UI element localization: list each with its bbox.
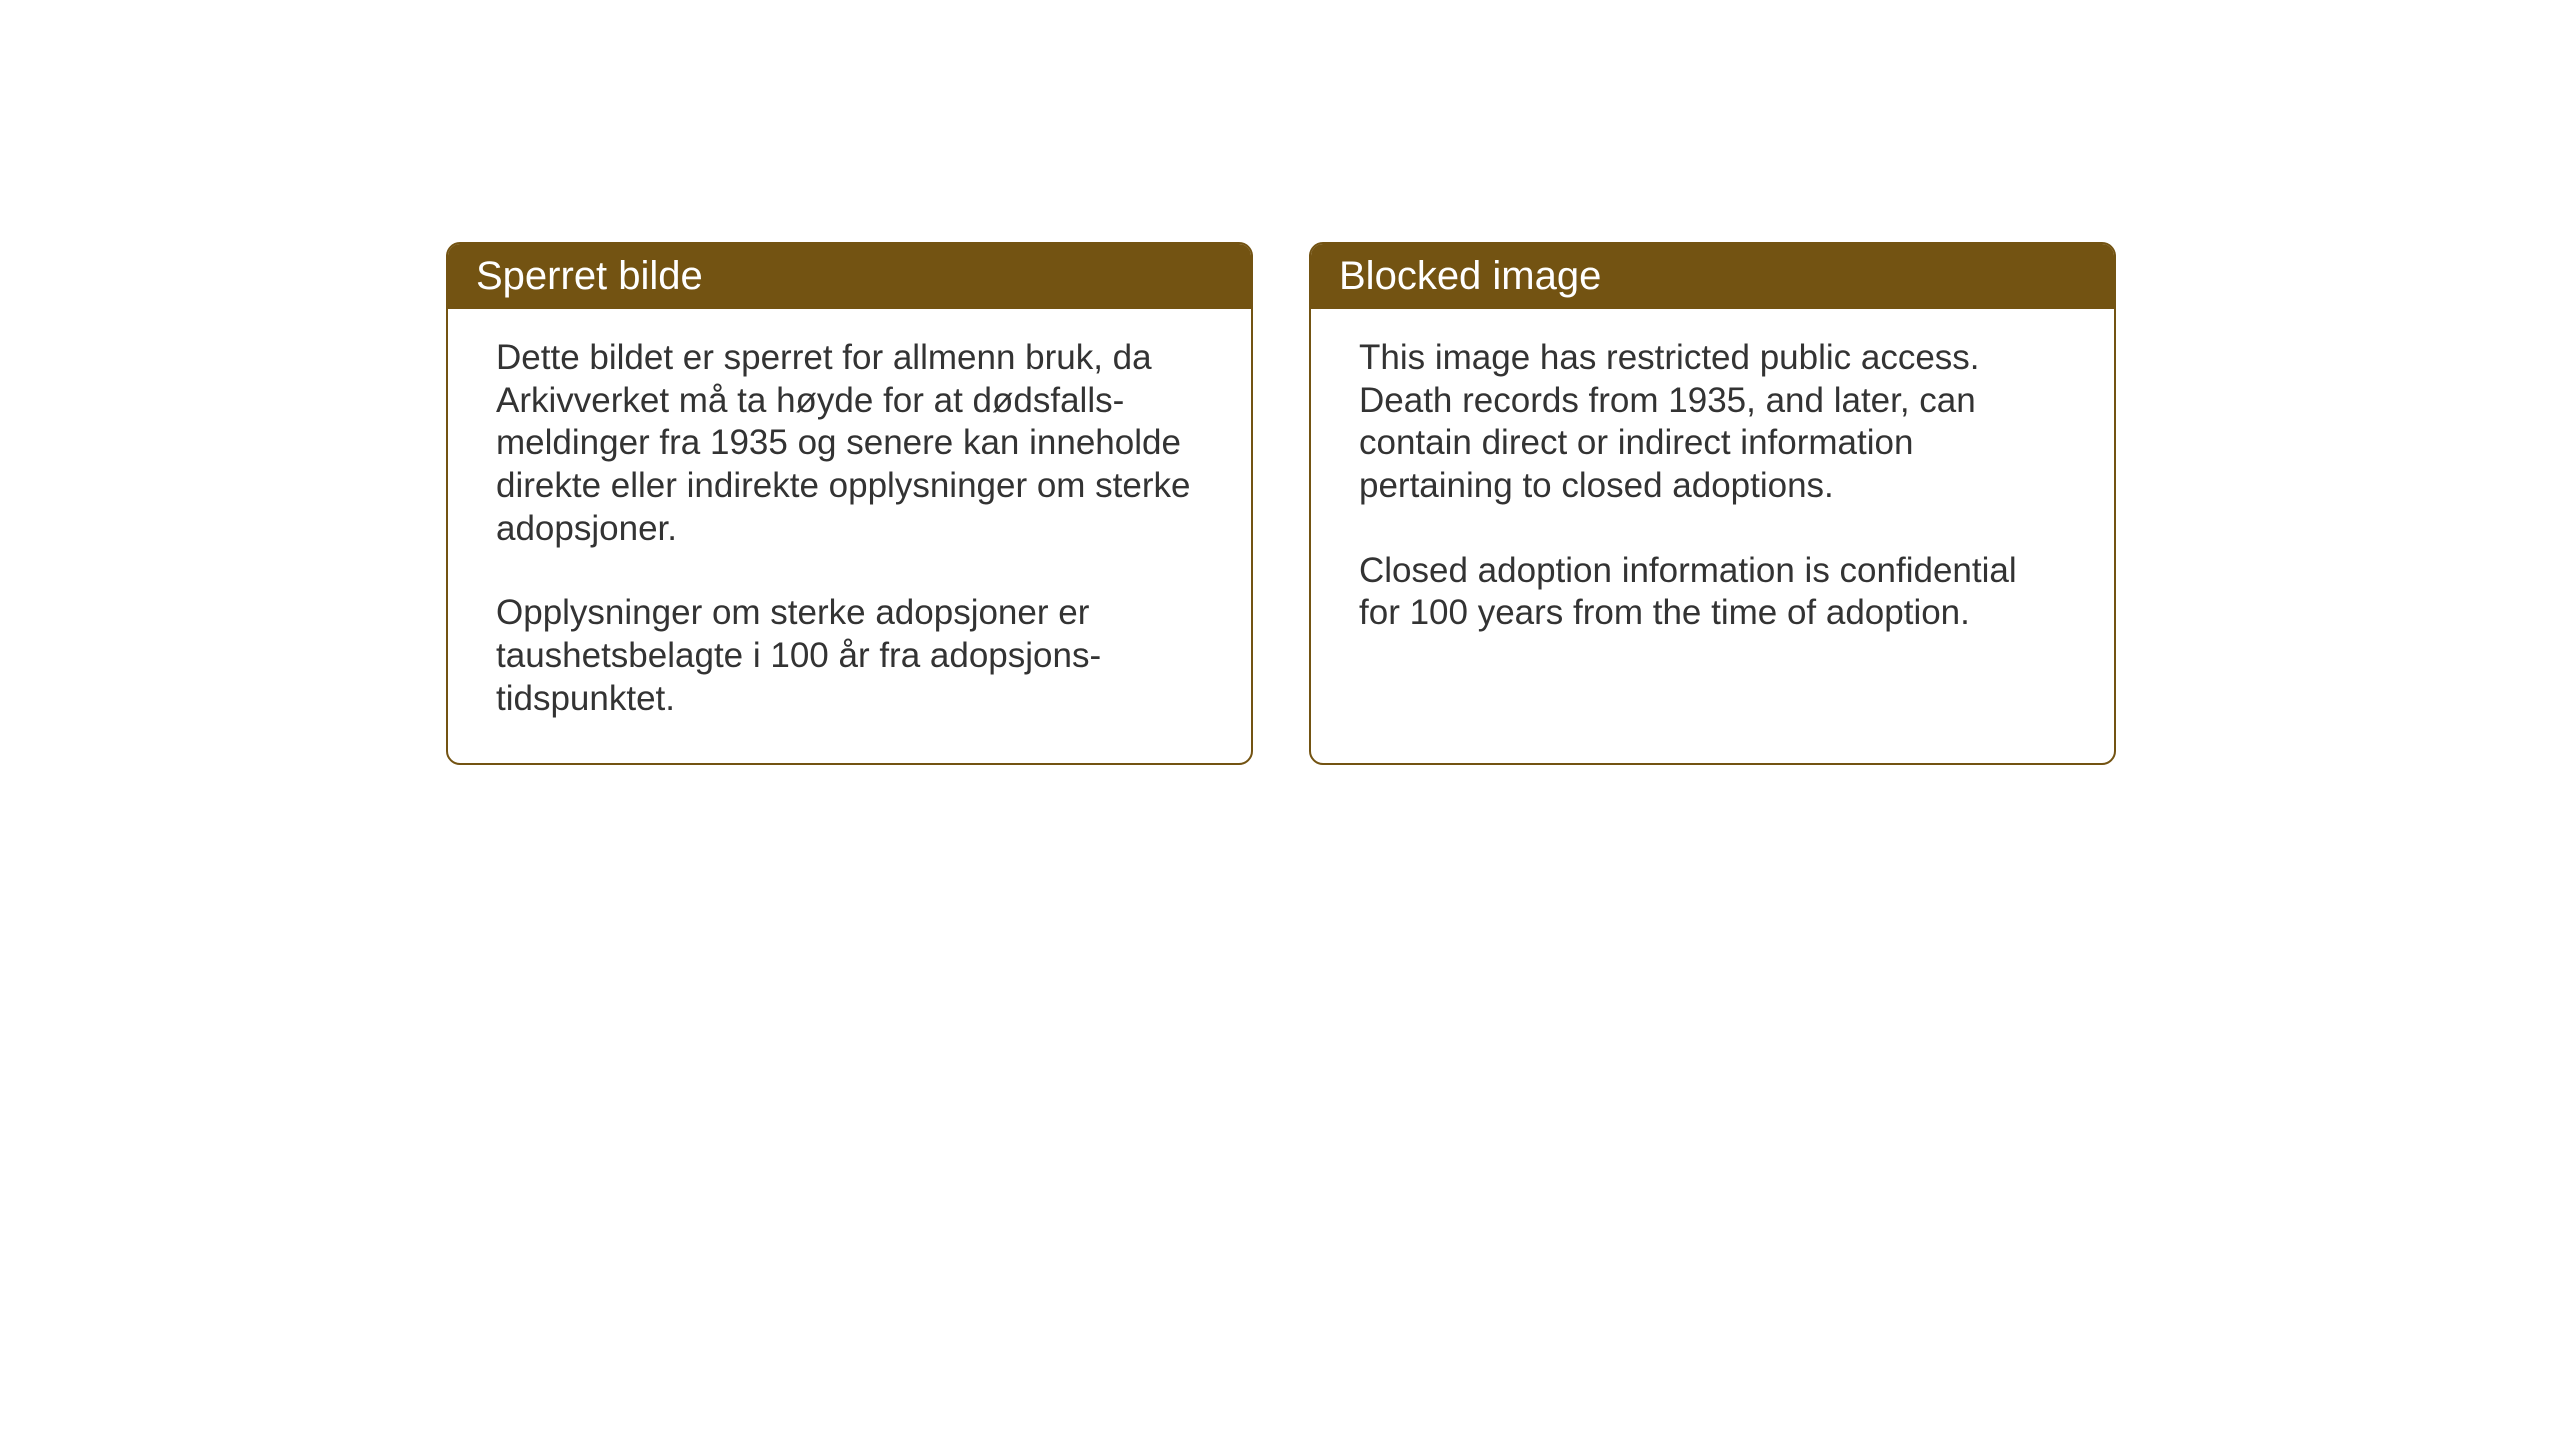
notice-paragraph: Opplysninger om sterke adopsjoner er tau…: [496, 592, 1203, 720]
notice-header-english: Blocked image: [1311, 244, 2114, 309]
notice-body-norwegian: Dette bildet er sperret for allmenn bruk…: [448, 309, 1251, 763]
notice-paragraph: Closed adoption information is confident…: [1359, 550, 2066, 635]
notice-container: Sperret bilde Dette bildet er sperret fo…: [446, 242, 2116, 765]
notice-paragraph: This image has restricted public access.…: [1359, 337, 2066, 508]
notice-card-norwegian: Sperret bilde Dette bildet er sperret fo…: [446, 242, 1253, 765]
notice-header-norwegian: Sperret bilde: [448, 244, 1251, 309]
notice-paragraph: Dette bildet er sperret for allmenn bruk…: [496, 337, 1203, 550]
notice-body-english: This image has restricted public access.…: [1311, 309, 2114, 677]
notice-card-english: Blocked image This image has restricted …: [1309, 242, 2116, 765]
